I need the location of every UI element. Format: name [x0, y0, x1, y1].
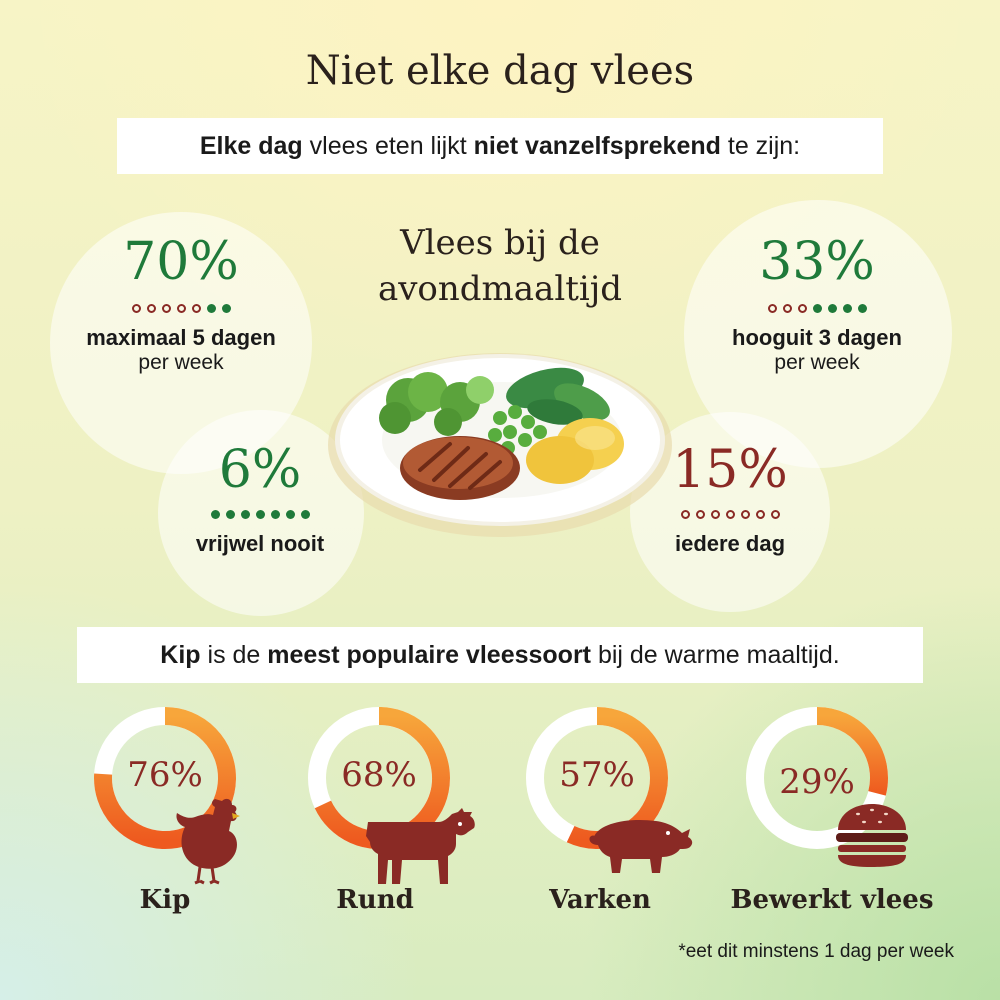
popular-text-1: is de — [200, 641, 268, 669]
stat-sublabel: per week — [138, 351, 224, 374]
day-dot-empty — [191, 304, 201, 313]
intro-bold-1: Elke dag — [199, 132, 303, 160]
meat-label-kip: Kip — [139, 885, 191, 915]
day-dot-empty — [767, 304, 777, 313]
donut-arc-bewerkt-vlees — [816, 707, 888, 796]
donut-percentage-rund: 68% — [341, 755, 417, 795]
donut-arc-rund — [314, 707, 450, 849]
stat-label: hooguit 3 dagen — [732, 325, 902, 350]
meat-label-varken: Varken — [549, 885, 651, 915]
meat-label-rund: Rund — [336, 885, 414, 915]
day-dot-empty — [131, 304, 141, 313]
stat-block: 15% iedere dag — [610, 440, 850, 557]
cow-icon — [366, 808, 475, 884]
stat-block: 33% hooguit 3 dagen per week — [696, 232, 938, 375]
day-dot-filled — [210, 510, 220, 519]
day-dot-filled — [255, 510, 265, 519]
day-dot-filled — [812, 304, 822, 313]
center-title-line-1: Vlees bij de — [400, 223, 600, 263]
day-dots — [610, 510, 850, 519]
day-dot-filled — [827, 304, 837, 313]
donut-percentage-kip: 76% — [127, 755, 203, 795]
day-dot-filled — [842, 304, 852, 313]
day-dot-empty — [146, 304, 156, 313]
stat-label: vrijwel nooit — [195, 531, 325, 556]
day-dots — [696, 304, 938, 313]
burger-icon — [836, 804, 908, 867]
popular-text-2: bij de warme maaltijd. — [591, 641, 840, 669]
day-dot-filled — [240, 510, 250, 519]
chicken-icon — [176, 798, 240, 885]
day-dot-empty — [710, 510, 720, 519]
day-dots — [140, 510, 380, 519]
day-dot-filled — [285, 510, 295, 519]
day-dot-empty — [770, 510, 780, 519]
donut-percentage-varken: 57% — [559, 755, 635, 795]
center-title: Vlees bij de avondmaaltijd — [360, 220, 640, 312]
day-dot-empty — [161, 304, 171, 313]
stat-label: maximaal 5 dagen — [86, 325, 276, 350]
intro-text-2: te zijn: — [720, 132, 801, 160]
dinner-plate-illustration — [328, 353, 672, 537]
popular-bold-2: meest populaire vleessoort — [267, 641, 591, 669]
stat-percentage: 70% — [123, 232, 239, 292]
day-dot-empty — [725, 510, 735, 519]
intro-text-1: vlees eten lijkt — [302, 132, 474, 160]
stat-block: 70% maximaal 5 dagen per week — [60, 232, 302, 375]
stat-sublabel: per week — [774, 351, 860, 374]
intro-bold-2: niet vanzelfsprekend — [473, 132, 721, 160]
stat-block: 6% vrijwel nooit — [140, 440, 380, 557]
stat-percentage: 6% — [218, 440, 302, 500]
day-dot-filled — [221, 304, 231, 313]
footnote: *eet dit minstens 1 dag per week — [678, 941, 954, 962]
day-dot-filled — [270, 510, 280, 519]
day-dot-empty — [755, 510, 765, 519]
page-title: Niet elke dag vlees — [305, 48, 695, 94]
day-dot-empty — [695, 510, 705, 519]
day-dots — [60, 304, 302, 313]
popular-banner: Kip is de meest populaire vleessoort bij… — [77, 627, 923, 683]
day-dot-empty — [680, 510, 690, 519]
day-dot-empty — [782, 304, 792, 313]
center-title-line-2: avondmaaltijd — [377, 269, 623, 309]
day-dot-filled — [225, 510, 235, 519]
intro-banner: Elke dag vlees eten lijkt niet vanzelfsp… — [117, 118, 883, 174]
day-dot-filled — [300, 510, 310, 519]
pig-icon — [589, 819, 693, 873]
popular-bold-1: Kip — [160, 641, 201, 669]
donut-percentage-bewerkt: 29% — [779, 762, 855, 802]
day-dot-filled — [857, 304, 867, 313]
stat-label: iedere dag — [674, 531, 786, 556]
meat-label-bewerkt: Bewerkt vlees — [730, 885, 934, 915]
day-dot-filled — [206, 304, 216, 313]
stat-percentage: 15% — [672, 440, 788, 500]
day-dot-empty — [740, 510, 750, 519]
day-dot-empty — [797, 304, 807, 313]
day-dot-empty — [176, 304, 186, 313]
stat-percentage: 33% — [759, 232, 875, 292]
